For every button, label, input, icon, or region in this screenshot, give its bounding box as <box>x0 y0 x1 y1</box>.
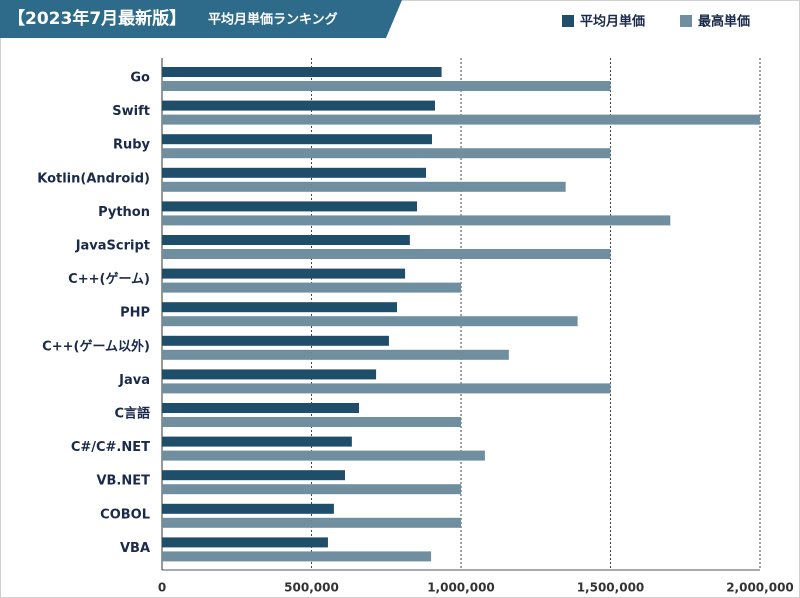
legend-swatch <box>562 15 574 27</box>
bar <box>162 67 442 77</box>
bar <box>162 181 566 192</box>
bar <box>162 503 334 514</box>
bar <box>162 100 435 111</box>
bar <box>162 268 406 279</box>
bar <box>162 148 611 159</box>
bar <box>162 81 611 91</box>
x-tick-label: 500,000 <box>284 581 339 595</box>
bar <box>162 349 509 360</box>
legend-swatch <box>680 15 692 27</box>
bar <box>162 302 398 313</box>
y-tick-label: Kotlin(Android) <box>37 171 150 186</box>
bar <box>162 316 578 327</box>
bar <box>162 517 461 528</box>
chart-subtitle: 平均月単価ランキング <box>208 12 338 28</box>
title-banner <box>0 0 402 38</box>
bar <box>162 167 427 178</box>
bar <box>162 436 352 447</box>
bar <box>162 537 328 548</box>
y-tick-label: Java <box>118 373 150 388</box>
bar <box>162 450 485 461</box>
y-tick-label: VBA <box>120 541 150 556</box>
bar <box>162 403 360 413</box>
x-tick-label: 0 <box>158 581 166 595</box>
bar <box>162 335 389 346</box>
bar <box>162 114 760 125</box>
y-tick-label: VB.NET <box>96 474 150 489</box>
y-tick-label: PHP <box>120 306 150 321</box>
bar <box>162 215 671 226</box>
y-tick-label: C++(ゲーム) <box>68 271 150 287</box>
bar <box>162 282 461 293</box>
x-tick-label: 2,000,000 <box>726 581 794 595</box>
y-tick-label: COBOL <box>100 507 150 522</box>
legend-label: 最高単価 <box>698 14 750 30</box>
bar <box>162 551 432 562</box>
y-tick-label: Python <box>98 205 150 220</box>
bar <box>162 484 461 495</box>
bar <box>162 201 418 212</box>
y-tick-label: C++(ゲーム以外) <box>42 338 150 354</box>
bar <box>162 134 432 145</box>
bar <box>162 235 410 245</box>
bar <box>162 369 377 380</box>
bar <box>162 249 611 259</box>
bar <box>162 383 611 394</box>
y-tick-label: Go <box>130 71 150 86</box>
bar <box>162 470 345 481</box>
x-tick-label: 1,500,000 <box>577 581 645 595</box>
chart-title: 【2023年7月最新版】 <box>8 8 186 29</box>
y-tick-label: Ruby <box>113 138 151 153</box>
y-tick-label: JavaScript <box>75 239 150 254</box>
x-tick-label: 1,000,000 <box>427 581 495 595</box>
bar <box>162 417 461 427</box>
y-tick-label: C言語 <box>114 406 150 422</box>
y-tick-label: C#/C#.NET <box>71 440 150 455</box>
y-tick-label: Swift <box>112 104 150 119</box>
legend-label: 平均月単価 <box>580 14 645 30</box>
